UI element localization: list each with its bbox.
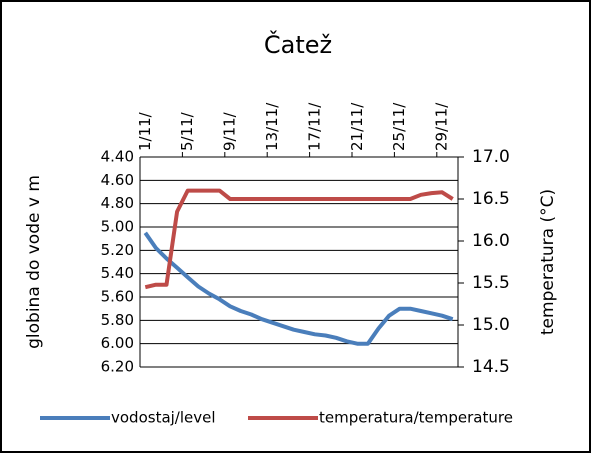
legend-label: vodostaj/level: [111, 409, 216, 427]
y2-tick-label: 15.5: [472, 273, 510, 293]
x-tick-label: 25/11/: [390, 102, 408, 151]
y-axis-label: globina do vode v m: [24, 175, 44, 349]
y2-axis-label: temperatura (°C): [538, 189, 558, 335]
y-tick-label: 4.60: [101, 171, 134, 189]
y-tick-label: 6.00: [101, 334, 134, 352]
y-tick-label: 6.20: [101, 358, 134, 376]
x-tick-label: 13/11/: [263, 102, 281, 151]
y2-tick-label: 14.5: [472, 357, 510, 377]
chart-title: Čatež: [264, 29, 332, 59]
legend-label: temperatura/temperature: [319, 409, 513, 427]
x-tick-label: 5/11/: [178, 111, 196, 151]
y-tick-label: 5.60: [101, 288, 134, 306]
y2-tick-label: 17.0: [472, 147, 510, 167]
y-tick-label: 4.80: [101, 194, 134, 212]
x-tick-label: 1/11/: [136, 111, 154, 151]
series-line: [144, 188, 454, 290]
y-tick-label: 5.20: [101, 241, 134, 259]
y2-tick-label: 16.5: [472, 189, 510, 209]
y2-tick-label: 15.0: [472, 315, 510, 335]
y-tick-label: 5.40: [101, 264, 134, 282]
x-tick-label: 9/11/: [221, 111, 239, 151]
x-tick-label: 17/11/: [305, 102, 323, 151]
y-tick-label: 4.40: [101, 148, 134, 166]
x-tick-label: 29/11/: [433, 102, 451, 151]
y-tick-label: 5.00: [101, 218, 134, 236]
y-tick-label: 5.80: [101, 311, 134, 329]
y2-tick-label: 16.0: [472, 231, 510, 251]
series-line: [143, 231, 454, 346]
x-tick-label: 21/11/: [348, 102, 366, 151]
